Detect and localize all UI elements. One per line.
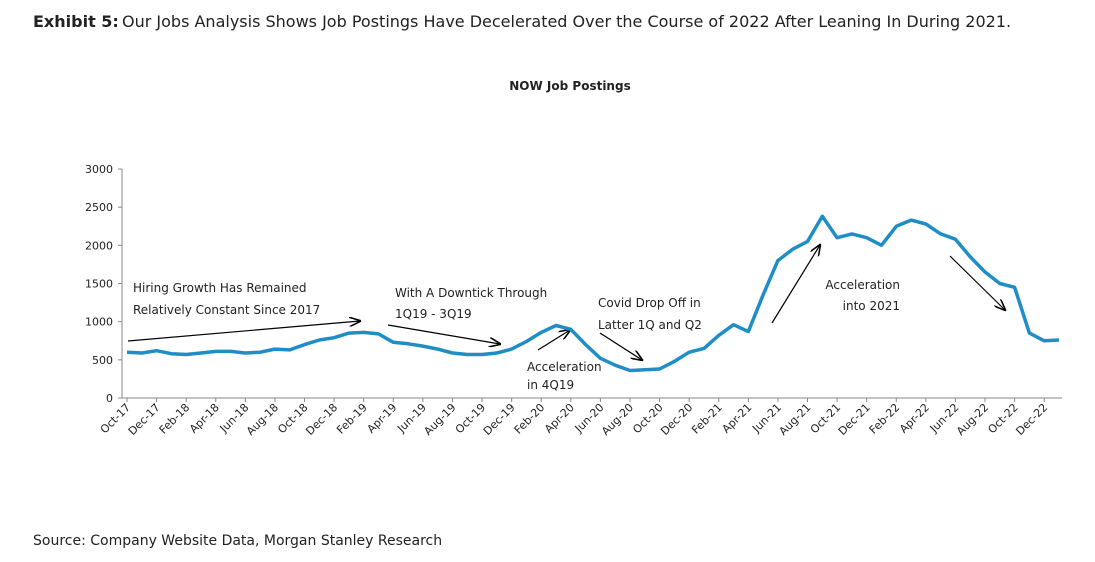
exhibit-label: Exhibit 5: xyxy=(33,12,119,31)
x-tick-label: Dec-20 xyxy=(658,401,695,438)
y-tick-label: 1000 xyxy=(85,316,113,329)
arrows xyxy=(127,245,1005,360)
x-tick-label: Feb-18 xyxy=(157,401,193,437)
x-tick-label: Aug-18 xyxy=(244,401,281,438)
x-tick-label: Apr-19 xyxy=(365,401,400,436)
x-tick-label: Dec-18 xyxy=(303,401,340,438)
annotation: in 4Q19 xyxy=(527,378,574,392)
x-tick-label: Dec-19 xyxy=(481,401,518,438)
x-tick-label: Feb-20 xyxy=(512,401,548,437)
annotation: Relatively Constant Since 2017 xyxy=(133,303,320,317)
annotation: Acceleration xyxy=(527,360,602,374)
x-tick-label: Feb-19 xyxy=(334,401,370,437)
y-tick-label: 0 xyxy=(106,392,113,405)
annotation: into 2021 xyxy=(843,299,900,313)
y-tick-label: 2500 xyxy=(85,201,113,214)
annotation: Acceleration xyxy=(825,278,900,292)
y-tick-label: 2000 xyxy=(85,239,113,252)
x-tick-label: Dec-17 xyxy=(126,401,163,438)
x-tick-label: Feb-22 xyxy=(867,401,903,437)
x-tick-label: Dec-22 xyxy=(1013,401,1050,438)
y-tick-label: 1500 xyxy=(85,278,113,291)
x-tick-label: Aug-21 xyxy=(777,401,814,438)
x-tick-label: Apr-22 xyxy=(897,401,932,436)
series-line xyxy=(126,214,1060,373)
x-tick-label: Feb-21 xyxy=(689,401,725,437)
source: Source: Company Website Data, Morgan Sta… xyxy=(33,533,442,549)
x-tick-label: Aug-19 xyxy=(421,401,458,438)
x-tick-label: Aug-22 xyxy=(954,401,991,438)
x-tick-label: Apr-20 xyxy=(542,401,577,436)
x-tick-label: Apr-18 xyxy=(187,401,222,436)
annotation: Latter 1Q and Q2 xyxy=(598,318,702,332)
annotation: Covid Drop Off in xyxy=(598,296,701,310)
y-tick-label: 500 xyxy=(92,354,113,367)
x-tick-label: Dec-21 xyxy=(836,401,873,438)
y-tick-label: 3000 xyxy=(85,163,113,176)
caption: Our Jobs Analysis Shows Job Postings Hav… xyxy=(122,12,1011,31)
x-tick-label: Apr-21 xyxy=(720,401,755,436)
annotation: Hiring Growth Has Remained xyxy=(133,281,307,295)
annotation: With A Downtick Through xyxy=(395,286,547,300)
chart-title: NOW Job Postings xyxy=(509,79,630,93)
x-tick-label: Aug-20 xyxy=(599,401,636,438)
annotation: 1Q19 - 3Q19 xyxy=(395,307,472,321)
